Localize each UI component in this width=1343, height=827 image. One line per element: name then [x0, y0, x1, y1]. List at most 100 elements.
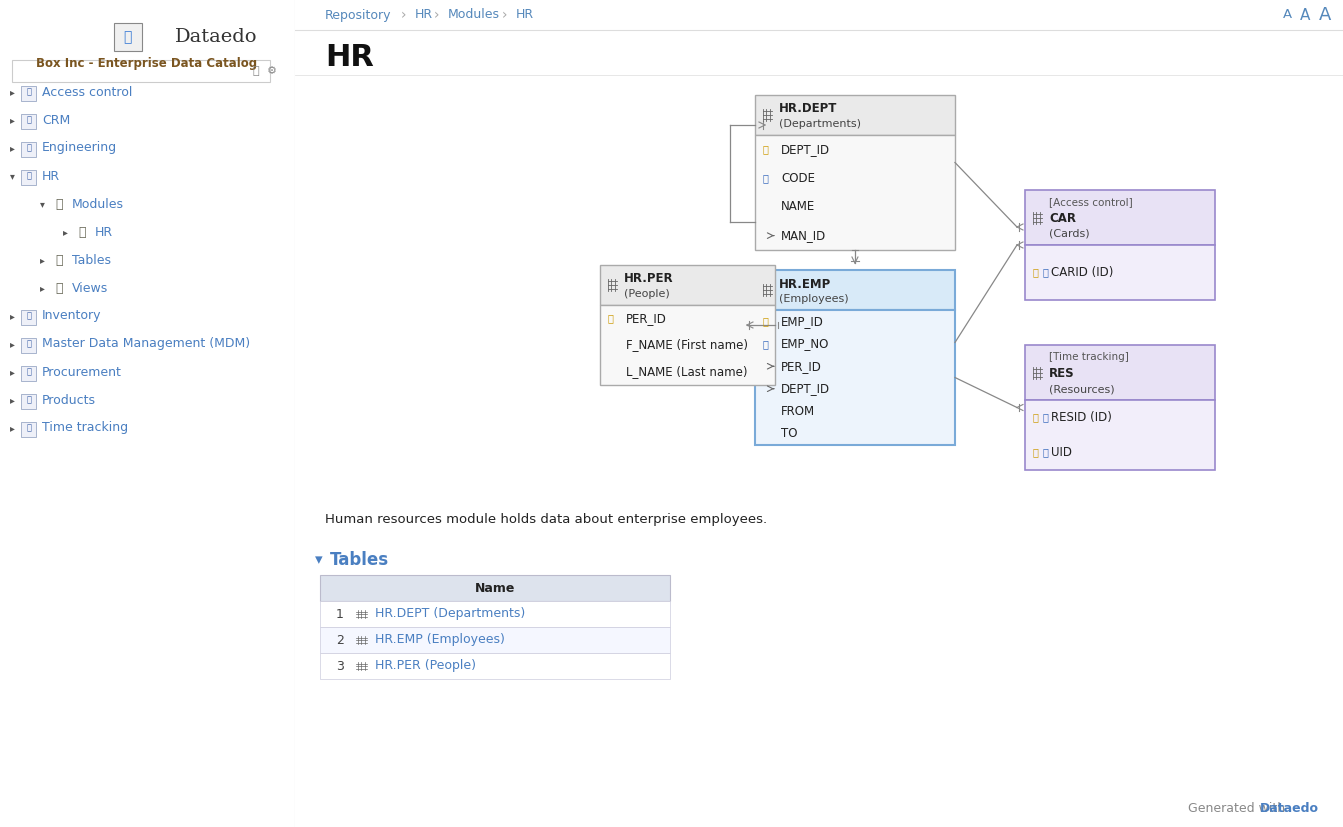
Text: A: A [1283, 8, 1292, 22]
Text: A: A [1300, 7, 1311, 22]
Text: 🔑: 🔑 [763, 145, 768, 155]
Text: 3: 3 [336, 659, 344, 672]
Text: Engineering: Engineering [42, 141, 117, 155]
Bar [755, 95, 955, 135]
Text: 🗒: 🗒 [27, 423, 31, 433]
Text: MAN_ID: MAN_ID [782, 229, 826, 242]
Text: Box Inc - Enterprise Data Catalog: Box Inc - Enterprise Data Catalog [36, 58, 258, 70]
Text: 🔑: 🔑 [1044, 447, 1049, 457]
Text: Tables: Tables [330, 551, 389, 569]
Text: Products: Products [42, 394, 95, 407]
Text: HR: HR [325, 44, 373, 73]
Bar [320, 575, 670, 601]
Text: (People): (People) [624, 289, 670, 299]
Text: RES: RES [1049, 367, 1074, 380]
Text: (Employees): (Employees) [779, 294, 849, 304]
Bar [600, 265, 775, 305]
Text: 🗒: 🗒 [27, 116, 31, 125]
Text: CRM: CRM [42, 113, 70, 127]
FancyBboxPatch shape [21, 337, 36, 352]
Text: ›: › [434, 8, 439, 22]
Bar [1025, 245, 1215, 300]
Text: ▸: ▸ [9, 339, 15, 349]
Text: 🗒: 🗒 [27, 340, 31, 348]
Text: HR.EMP (Employees): HR.EMP (Employees) [375, 633, 505, 647]
Text: HR.DEPT: HR.DEPT [779, 103, 837, 116]
Text: HR: HR [42, 170, 60, 183]
Text: Generated with: Generated with [1189, 802, 1289, 815]
Text: 🔑: 🔑 [1044, 413, 1049, 423]
Bar [12, 60, 270, 82]
Text: ▾: ▾ [40, 199, 44, 209]
Text: [Access control]: [Access control] [1049, 197, 1132, 207]
FancyBboxPatch shape [21, 309, 36, 324]
Text: HR.DEPT (Departments): HR.DEPT (Departments) [375, 608, 525, 620]
Text: HR: HR [516, 8, 535, 22]
Text: ⚙: ⚙ [267, 66, 277, 76]
Text: PER_ID: PER_ID [782, 360, 822, 373]
Text: 🗒: 🗒 [27, 395, 31, 404]
Text: ›: › [402, 8, 407, 22]
Text: HR: HR [95, 226, 113, 238]
Text: 📁: 📁 [55, 254, 63, 266]
Text: ›: › [502, 8, 508, 22]
Text: CARID (ID): CARID (ID) [1052, 266, 1113, 279]
Text: Human resources module holds data about enterprise employees.: Human resources module holds data about … [325, 514, 767, 527]
Text: (Departments): (Departments) [779, 119, 861, 129]
Text: 🗒: 🗒 [27, 367, 31, 376]
Text: HR.PER (People): HR.PER (People) [375, 659, 475, 672]
Text: Time tracking: Time tracking [42, 422, 128, 434]
FancyBboxPatch shape [21, 141, 36, 156]
Text: (Resources): (Resources) [1049, 384, 1115, 394]
Text: ▸: ▸ [9, 423, 15, 433]
Text: HR.PER: HR.PER [624, 273, 674, 285]
Text: 📁: 📁 [55, 198, 63, 211]
Text: [Time tracking]: [Time tracking] [1049, 352, 1129, 362]
Text: FROM: FROM [782, 404, 815, 418]
Text: Procurement: Procurement [42, 366, 122, 379]
Text: RESID (ID): RESID (ID) [1052, 411, 1112, 424]
Text: 🔑: 🔑 [763, 173, 768, 183]
FancyBboxPatch shape [21, 422, 36, 437]
Text: Dataedo: Dataedo [1260, 802, 1319, 815]
Text: ▸: ▸ [9, 367, 15, 377]
Text: 🗒: 🗒 [27, 144, 31, 152]
Text: ▸: ▸ [9, 395, 15, 405]
Text: CAR: CAR [1049, 212, 1076, 225]
Text: DEPT_ID: DEPT_ID [782, 143, 830, 155]
Text: L_NAME (Last name): L_NAME (Last name) [626, 366, 748, 378]
Text: ▸: ▸ [9, 143, 15, 153]
Text: EMP_ID: EMP_ID [782, 315, 823, 327]
Text: 🔑: 🔑 [1044, 267, 1049, 278]
Text: 🔑: 🔑 [763, 339, 768, 349]
Text: CODE: CODE [782, 172, 815, 184]
Text: A: A [1319, 6, 1331, 24]
Text: ▾: ▾ [9, 171, 15, 181]
Text: 🧩: 🧩 [78, 226, 86, 238]
FancyBboxPatch shape [21, 170, 36, 184]
Text: Tables: Tables [73, 254, 111, 266]
Bar [755, 310, 955, 445]
Text: PER_ID: PER_ID [626, 312, 667, 325]
Text: ▸: ▸ [9, 311, 15, 321]
Bar [320, 601, 670, 627]
Text: Views: Views [73, 281, 109, 294]
FancyBboxPatch shape [21, 394, 36, 409]
Bar [1025, 190, 1215, 245]
Text: ▸: ▸ [9, 87, 15, 97]
Text: ▸: ▸ [63, 227, 68, 237]
Text: TO: TO [782, 428, 798, 440]
Text: Inventory: Inventory [42, 309, 102, 323]
Text: NAME: NAME [782, 200, 815, 213]
FancyBboxPatch shape [21, 85, 36, 101]
FancyBboxPatch shape [114, 23, 142, 51]
Text: UID: UID [1052, 446, 1072, 459]
Text: Master Data Management (MDM): Master Data Management (MDM) [42, 337, 250, 351]
FancyBboxPatch shape [21, 366, 36, 380]
Text: 🗒: 🗒 [27, 171, 31, 180]
Text: HR.EMP: HR.EMP [779, 278, 831, 290]
Text: 2: 2 [336, 633, 344, 647]
Text: Modules: Modules [73, 198, 124, 211]
Text: 🗄: 🗄 [124, 30, 132, 44]
Text: HR: HR [415, 8, 432, 22]
